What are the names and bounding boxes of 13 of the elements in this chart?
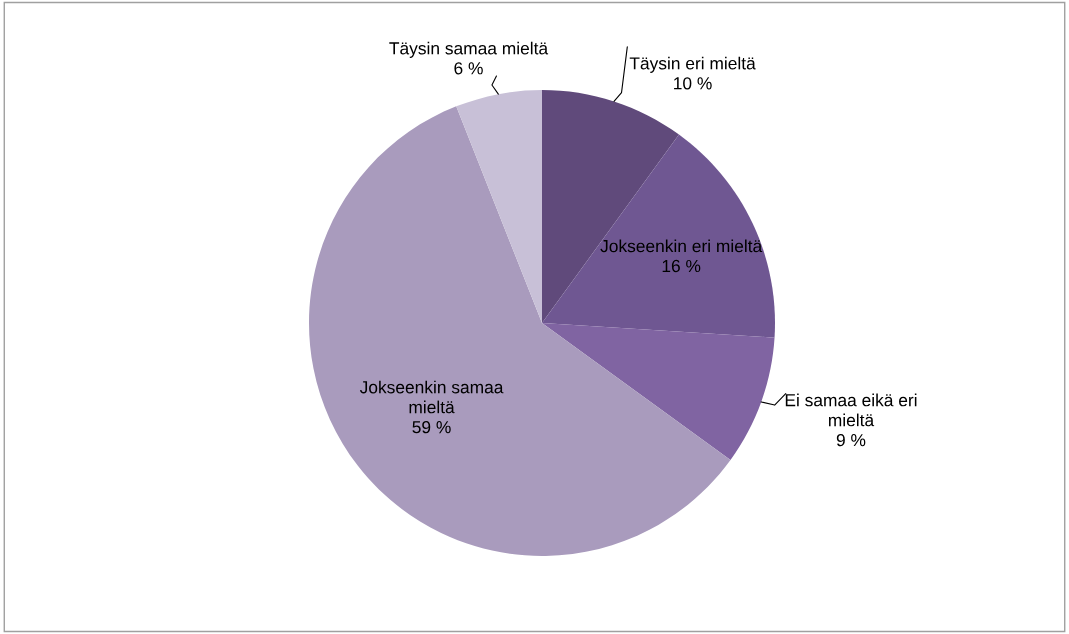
data-label: 6 % xyxy=(454,62,483,75)
pie-slice xyxy=(456,90,542,323)
slice-label: Täysin eri mieltä xyxy=(629,56,756,73)
data-label: 9 % xyxy=(836,433,866,447)
slice-label: Jokseenkin eri mieltä xyxy=(600,239,763,253)
pie-slice xyxy=(542,134,775,338)
slice-label: Ei samaa eikä eri mieltä xyxy=(785,393,917,427)
pie-slice xyxy=(542,323,775,460)
slice-label: Jokseenkin samaa mieltä xyxy=(359,380,504,414)
data-label: 59 % xyxy=(412,421,451,434)
data-label: 16 % xyxy=(662,259,701,273)
data-label: 10 % xyxy=(674,77,712,90)
slice-label: Täysin samaa mieltä xyxy=(389,41,549,58)
